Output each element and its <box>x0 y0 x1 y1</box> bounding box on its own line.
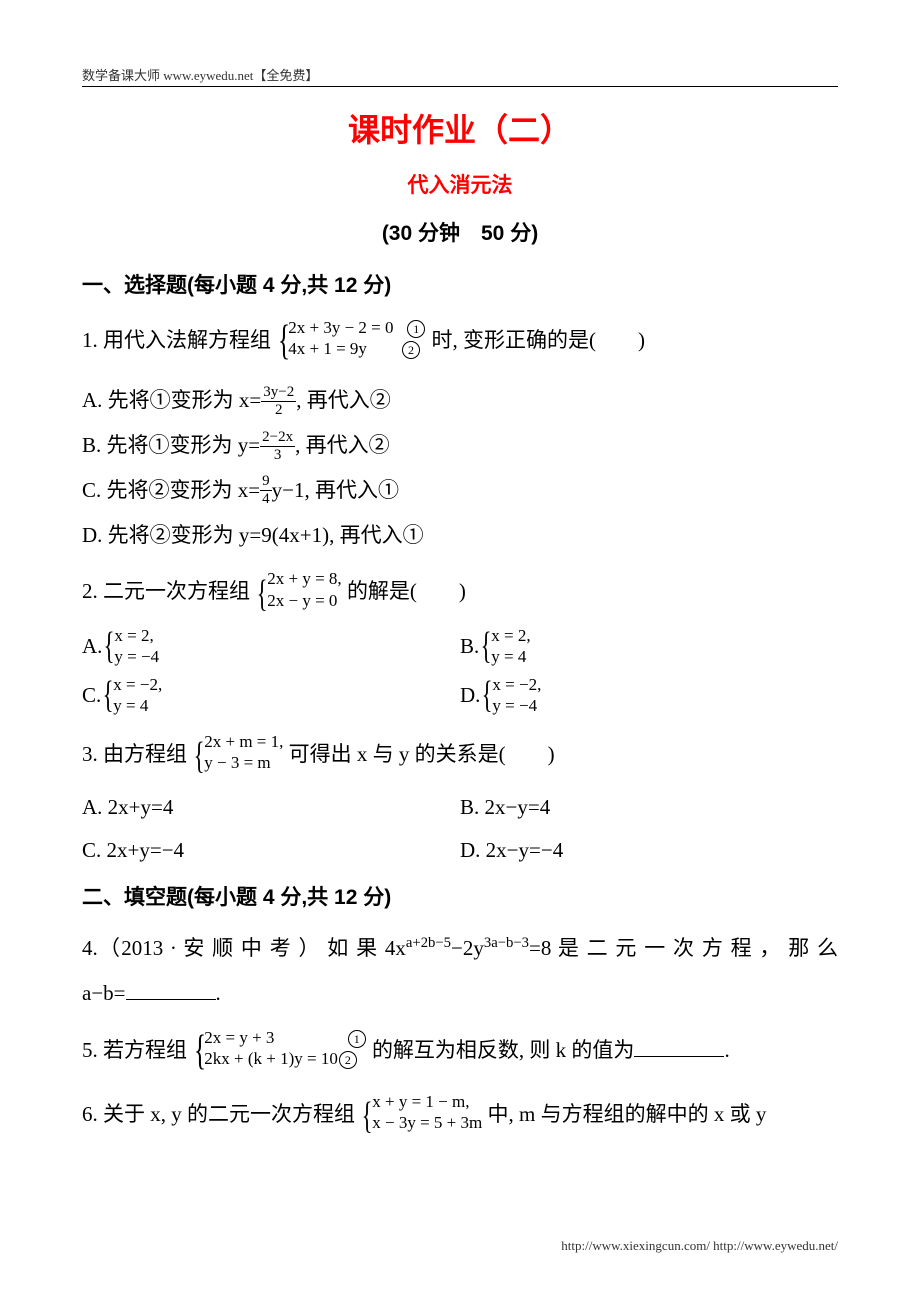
frac-A: 3y−22 <box>261 385 296 418</box>
q1-C-den: 4 <box>260 491 272 507</box>
q3-D: D. 2x−y=−4 <box>460 838 838 863</box>
q2-optB: x = 2,y = 4 <box>479 625 530 668</box>
q3-eq2: y − 3 = m <box>204 752 283 773</box>
q5-system: 2x = y + 3 1 2kx + (k + 1)y = 102 <box>192 1027 366 1077</box>
q2-C1: x = −2, <box>113 674 162 695</box>
q1-A-pre: A. 先将①变形为 x= <box>82 388 261 412</box>
q2-system: 2x + y = 8, 2x − y = 0 <box>255 568 341 618</box>
q5-c2: 2 <box>339 1051 357 1069</box>
q1-C-pre: C. 先将②变形为 x= <box>82 478 260 502</box>
q3-stem: 3. 由方程组 2x + m = 1, y − 3 = m 可得出 x 与 y … <box>82 731 838 781</box>
q1-optC: C. 先将②变形为 x=94y−1, 再代入① <box>82 471 838 510</box>
q5-c1: 1 <box>348 1030 366 1048</box>
q1-post: 时, 变形正确的是( ) <box>432 328 646 352</box>
frac-C: 94 <box>260 474 272 507</box>
header-rule <box>82 86 838 87</box>
q2-D1: x = −2, <box>492 674 541 695</box>
page-subtitle: 代入消元法 <box>82 169 838 199</box>
frac-B: 2−2x3 <box>260 430 295 463</box>
q1-A-num: 3y−2 <box>261 385 296 402</box>
q4-line1: 4.（2013 · 安 顺 中 考 ） 如 果 4xa+2b−5−2y3a−b−… <box>82 929 838 968</box>
q2-eq1: 2x + y = 8, <box>267 568 341 589</box>
q6-eq2: x − 3y = 5 + 3m <box>372 1112 482 1133</box>
q2-labA: A. <box>82 634 102 659</box>
q2-stem: 2. 二元一次方程组 2x + y = 8, 2x − y = 0 的解是( ) <box>82 568 838 618</box>
q4-line2: a−b=. <box>82 974 838 1013</box>
q2-labD: D. <box>460 683 480 708</box>
q5-pre: 5. 若方程组 <box>82 1038 187 1062</box>
q2-row1: A. x = 2,y = −4 B. x = 2,y = 4 <box>82 625 838 668</box>
q1-B-num: 2−2x <box>260 430 295 447</box>
q6-eq1: x + y = 1 − m, <box>372 1091 482 1112</box>
q2-A1: x = 2, <box>114 625 159 646</box>
q6-pre: 6. 关于 x, y 的二元一次方程组 <box>82 1102 355 1126</box>
q5: 5. 若方程组 2x = y + 3 1 2kx + (k + 1)y = 10… <box>82 1027 838 1077</box>
q2-labB: B. <box>460 634 479 659</box>
q1-stem: 1. 用代入法解方程组 2x + 3y − 2 = 0 1 4x + 1 = 9… <box>82 317 838 367</box>
q1-eq1: 2x + 3y − 2 = 0 <box>288 318 393 337</box>
q4-l2post: . <box>216 981 221 1005</box>
q2-C2: y = 4 <box>113 695 162 716</box>
q2-optD: x = −2,y = −4 <box>480 674 541 717</box>
section2-head: 二、填空题(每小题 4 分,共 12 分) <box>82 881 838 911</box>
q1-B-pre: B. 先将①变形为 y= <box>82 433 260 457</box>
q6: 6. 关于 x, y 的二元一次方程组 x + y = 1 − m, x − 3… <box>82 1091 838 1141</box>
q5-mid: 的解互为相反数, 则 k 的值为 <box>372 1038 635 1062</box>
document-page: 数学备课大师 www.eywedu.net【全免费】 课时作业（二） 代入消元法… <box>0 0 920 1195</box>
q3-system: 2x + m = 1, y − 3 = m <box>192 731 283 781</box>
q5-eq1: 2x = y + 3 <box>204 1028 274 1047</box>
q2-eq2: 2x − y = 0 <box>267 590 341 611</box>
q1-A-post: , 再代入② <box>296 388 391 412</box>
q3-pre: 3. 由方程组 <box>82 742 187 766</box>
header-text: 数学备课大师 www.eywedu.net【全免费】 <box>82 65 838 84</box>
q1-C-post: y−1, 再代入① <box>272 478 399 502</box>
q1-A-den: 2 <box>261 402 296 418</box>
q2-optC: x = −2,y = 4 <box>101 674 162 717</box>
q4-sup1: a+2b−5 <box>406 935 451 951</box>
q2-B1: x = 2, <box>491 625 530 646</box>
q1-optB: B. 先将①变形为 y=2−2x3, 再代入② <box>82 426 838 465</box>
q2-B2: y = 4 <box>491 646 530 667</box>
circ-1: 1 <box>407 320 425 338</box>
q3-opts1: A. 2x+y=4 B. 2x−y=4 <box>82 795 838 820</box>
q3-A: A. 2x+y=4 <box>82 795 460 820</box>
q1-B-den: 3 <box>260 447 295 463</box>
section1-head: 一、选择题(每小题 4 分,共 12 分) <box>82 269 838 299</box>
blank-1 <box>126 979 216 1000</box>
blank-2 <box>634 1036 724 1057</box>
q3-eq1: 2x + m = 1, <box>204 731 283 752</box>
q4-l2pre: a−b= <box>82 981 126 1005</box>
q5-eq2: 2kx + (k + 1)y = 10 <box>204 1049 338 1068</box>
q2-D2: y = −4 <box>492 695 541 716</box>
q2-labC: C. <box>82 683 101 708</box>
q3-opts2: C. 2x+y=−4 D. 2x−y=−4 <box>82 838 838 863</box>
footer-text: http://www.xiexingcun.com/ http://www.ey… <box>561 1238 838 1254</box>
q1-C-num: 9 <box>260 474 272 491</box>
q1-eq2: 4x + 1 = 9y <box>288 339 367 358</box>
q1-B-post: , 再代入② <box>295 433 390 457</box>
q6-system: x + y = 1 − m, x − 3y = 5 + 3m <box>360 1091 482 1141</box>
q3-C: C. 2x+y=−4 <box>82 838 460 863</box>
q4-post: =8 是 二 元 一 次 方 程 ， 那 么 <box>529 936 838 960</box>
q3-B: B. 2x−y=4 <box>460 795 838 820</box>
q2-row2: C. x = −2,y = 4 D. x = −2,y = −4 <box>82 674 838 717</box>
q1-system: 2x + 3y − 2 = 0 1 4x + 1 = 9y 2 <box>276 317 426 367</box>
q2-A2: y = −4 <box>114 646 159 667</box>
q4-pre: 4.（2013 · 安 顺 中 考 ） 如 果 4x <box>82 936 406 960</box>
circ-2: 2 <box>402 341 420 359</box>
q1-optA: A. 先将①变形为 x=3y−22, 再代入② <box>82 381 838 420</box>
q1-pre: 1. 用代入法解方程组 <box>82 328 271 352</box>
q1-optD: D. 先将②变形为 y=9(4x+1), 再代入① <box>82 516 838 555</box>
time-limit: (30 分钟 50 分) <box>82 217 838 247</box>
q3-post: 可得出 x 与 y 的关系是( ) <box>289 742 555 766</box>
q5-post: . <box>724 1038 729 1062</box>
q2-post: 的解是( ) <box>347 579 466 603</box>
q2-optA: x = 2,y = −4 <box>102 625 159 668</box>
q2-pre: 2. 二元一次方程组 <box>82 579 250 603</box>
page-title: 课时作业（二） <box>82 105 838 151</box>
q6-post: 中, m 与方程组的解中的 x 或 y <box>488 1102 767 1126</box>
q4-sup2: 3a−b−3 <box>484 935 529 951</box>
q4-mid: −2y <box>451 936 484 960</box>
